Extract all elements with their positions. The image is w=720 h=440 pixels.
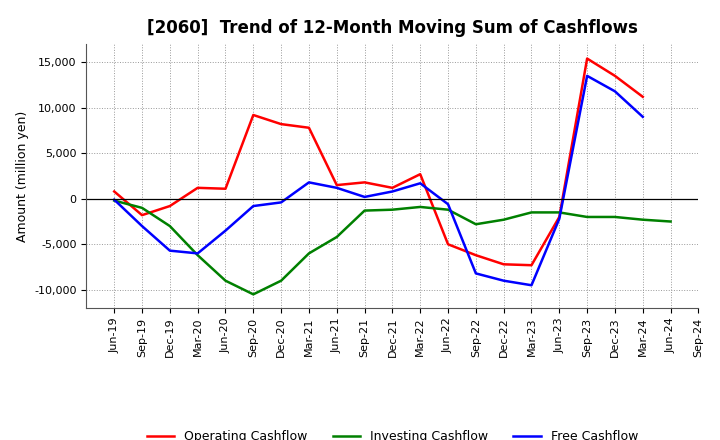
- Operating Cashflow: [582, 56, 591, 61]
- Free Cashflow: [276, 200, 285, 205]
- Free Cashflow: [388, 189, 397, 194]
- Free Cashflow: [472, 271, 480, 276]
- Operating Cashflow: [611, 73, 619, 78]
- Investing Cashflow: [305, 251, 313, 256]
- Free Cashflow: [611, 89, 619, 94]
- Investing Cashflow: [444, 207, 452, 213]
- Investing Cashflow: [666, 219, 675, 224]
- Free Cashflow: [333, 185, 341, 191]
- Investing Cashflow: [333, 235, 341, 240]
- Operating Cashflow: [527, 263, 536, 268]
- Investing Cashflow: [110, 198, 119, 203]
- Investing Cashflow: [249, 292, 258, 297]
- Investing Cashflow: [611, 214, 619, 220]
- Free Cashflow: [194, 251, 202, 256]
- Line: Operating Cashflow: Operating Cashflow: [114, 59, 643, 265]
- Free Cashflow: [639, 114, 647, 120]
- Operating Cashflow: [639, 94, 647, 99]
- Operating Cashflow: [333, 183, 341, 188]
- Investing Cashflow: [472, 222, 480, 227]
- Operating Cashflow: [194, 185, 202, 191]
- Investing Cashflow: [527, 210, 536, 215]
- Investing Cashflow: [582, 214, 591, 220]
- Investing Cashflow: [221, 278, 230, 283]
- Operating Cashflow: [416, 172, 425, 177]
- Investing Cashflow: [360, 208, 369, 213]
- Operating Cashflow: [388, 185, 397, 191]
- Y-axis label: Amount (million yen): Amount (million yen): [16, 110, 29, 242]
- Free Cashflow: [305, 180, 313, 185]
- Operating Cashflow: [500, 262, 508, 267]
- Investing Cashflow: [194, 253, 202, 258]
- Free Cashflow: [249, 203, 258, 209]
- Line: Investing Cashflow: Investing Cashflow: [114, 201, 670, 294]
- Free Cashflow: [221, 228, 230, 233]
- Free Cashflow: [166, 248, 174, 253]
- Operating Cashflow: [221, 186, 230, 191]
- Title: [2060]  Trend of 12-Month Moving Sum of Cashflows: [2060] Trend of 12-Month Moving Sum of C…: [147, 19, 638, 37]
- Free Cashflow: [527, 282, 536, 288]
- Investing Cashflow: [388, 207, 397, 213]
- Free Cashflow: [582, 73, 591, 78]
- Operating Cashflow: [444, 242, 452, 247]
- Investing Cashflow: [555, 210, 564, 215]
- Operating Cashflow: [138, 213, 146, 218]
- Free Cashflow: [138, 224, 146, 229]
- Investing Cashflow: [276, 278, 285, 283]
- Free Cashflow: [555, 216, 564, 221]
- Operating Cashflow: [166, 203, 174, 209]
- Operating Cashflow: [305, 125, 313, 130]
- Operating Cashflow: [110, 189, 119, 194]
- Investing Cashflow: [138, 205, 146, 210]
- Operating Cashflow: [249, 112, 258, 117]
- Operating Cashflow: [276, 121, 285, 127]
- Investing Cashflow: [639, 217, 647, 222]
- Operating Cashflow: [360, 180, 369, 185]
- Investing Cashflow: [416, 204, 425, 209]
- Operating Cashflow: [555, 214, 564, 220]
- Free Cashflow: [416, 181, 425, 186]
- Free Cashflow: [500, 278, 508, 283]
- Operating Cashflow: [472, 253, 480, 258]
- Investing Cashflow: [166, 224, 174, 229]
- Free Cashflow: [360, 194, 369, 200]
- Free Cashflow: [444, 202, 452, 207]
- Investing Cashflow: [500, 217, 508, 222]
- Line: Free Cashflow: Free Cashflow: [114, 76, 643, 285]
- Free Cashflow: [110, 197, 119, 202]
- Legend: Operating Cashflow, Investing Cashflow, Free Cashflow: Operating Cashflow, Investing Cashflow, …: [142, 425, 643, 440]
